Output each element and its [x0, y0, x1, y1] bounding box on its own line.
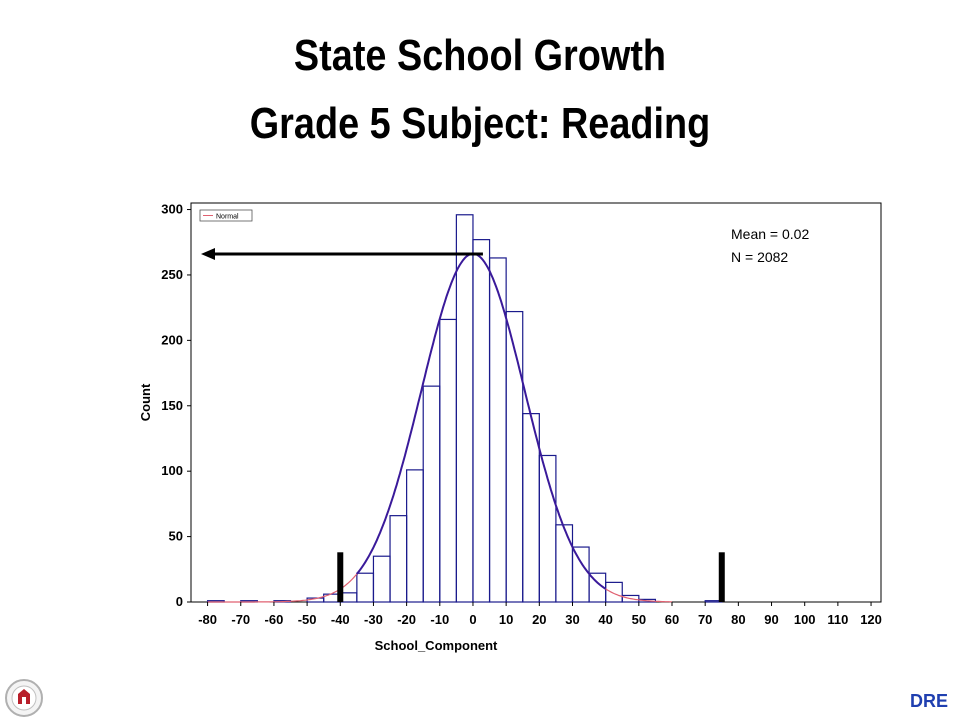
- histogram-bar: [638, 598, 657, 603]
- x-tick-label: 110: [827, 612, 848, 627]
- x-tick-label: -30: [364, 612, 383, 627]
- x-axis-label: School_Component: [375, 638, 498, 653]
- cut-line-marker: [337, 552, 344, 602]
- x-tick-label: 80: [731, 612, 745, 627]
- x-tick-label: 30: [565, 612, 579, 627]
- x-tick-label: 20: [532, 612, 546, 627]
- x-tick-label: 10: [499, 612, 513, 627]
- x-tick-label: 70: [698, 612, 712, 627]
- x-tick-label: 90: [764, 612, 778, 627]
- x-tick-label: -10: [430, 612, 449, 627]
- x-tick-label: 0: [469, 612, 476, 627]
- brand-label: DRE: [909, 691, 948, 711]
- x-tick-label: -70: [231, 612, 250, 627]
- legend-label: Normal: [216, 214, 239, 221]
- x-tick-label: -40: [331, 612, 350, 627]
- mean-annotation: Mean = 0.02: [731, 226, 809, 242]
- y-tick-label: 50: [169, 529, 183, 544]
- x-tick-label: -80: [198, 612, 217, 627]
- x-tick-label: -50: [298, 612, 317, 627]
- histogram-bar: [621, 594, 640, 603]
- y-tick-label: 200: [161, 332, 183, 347]
- plot-frame: [190, 202, 882, 603]
- x-tick-label: 40: [598, 612, 612, 627]
- x-tick-label: 60: [665, 612, 679, 627]
- histogram-bar: [605, 581, 623, 603]
- mean-arrow-head: [201, 248, 215, 261]
- page-title-line2: Grade 5 Subject: Reading: [249, 99, 711, 148]
- x-tick-label: 100: [794, 612, 816, 627]
- y-tick-label: 0: [176, 594, 183, 609]
- y-tick-label: 250: [161, 267, 183, 282]
- y-tick-label: 150: [161, 398, 183, 413]
- y-tick-label: 100: [161, 463, 183, 478]
- overlay-curve: [356, 252, 607, 590]
- x-tick-label: -60: [265, 612, 284, 627]
- x-tick-label: 120: [860, 612, 882, 627]
- y-axis-label: Count: [138, 383, 153, 421]
- y-tick-label: 300: [161, 202, 183, 217]
- page-title-line1: State School Growth: [293, 31, 667, 80]
- x-tick-label: 50: [632, 612, 646, 627]
- cut-line-marker: [718, 552, 725, 602]
- n-annotation: N = 2082: [731, 249, 788, 265]
- school-district-seal-icon: [5, 679, 43, 717]
- legend-box: [199, 209, 253, 222]
- x-tick-label: -20: [397, 612, 416, 627]
